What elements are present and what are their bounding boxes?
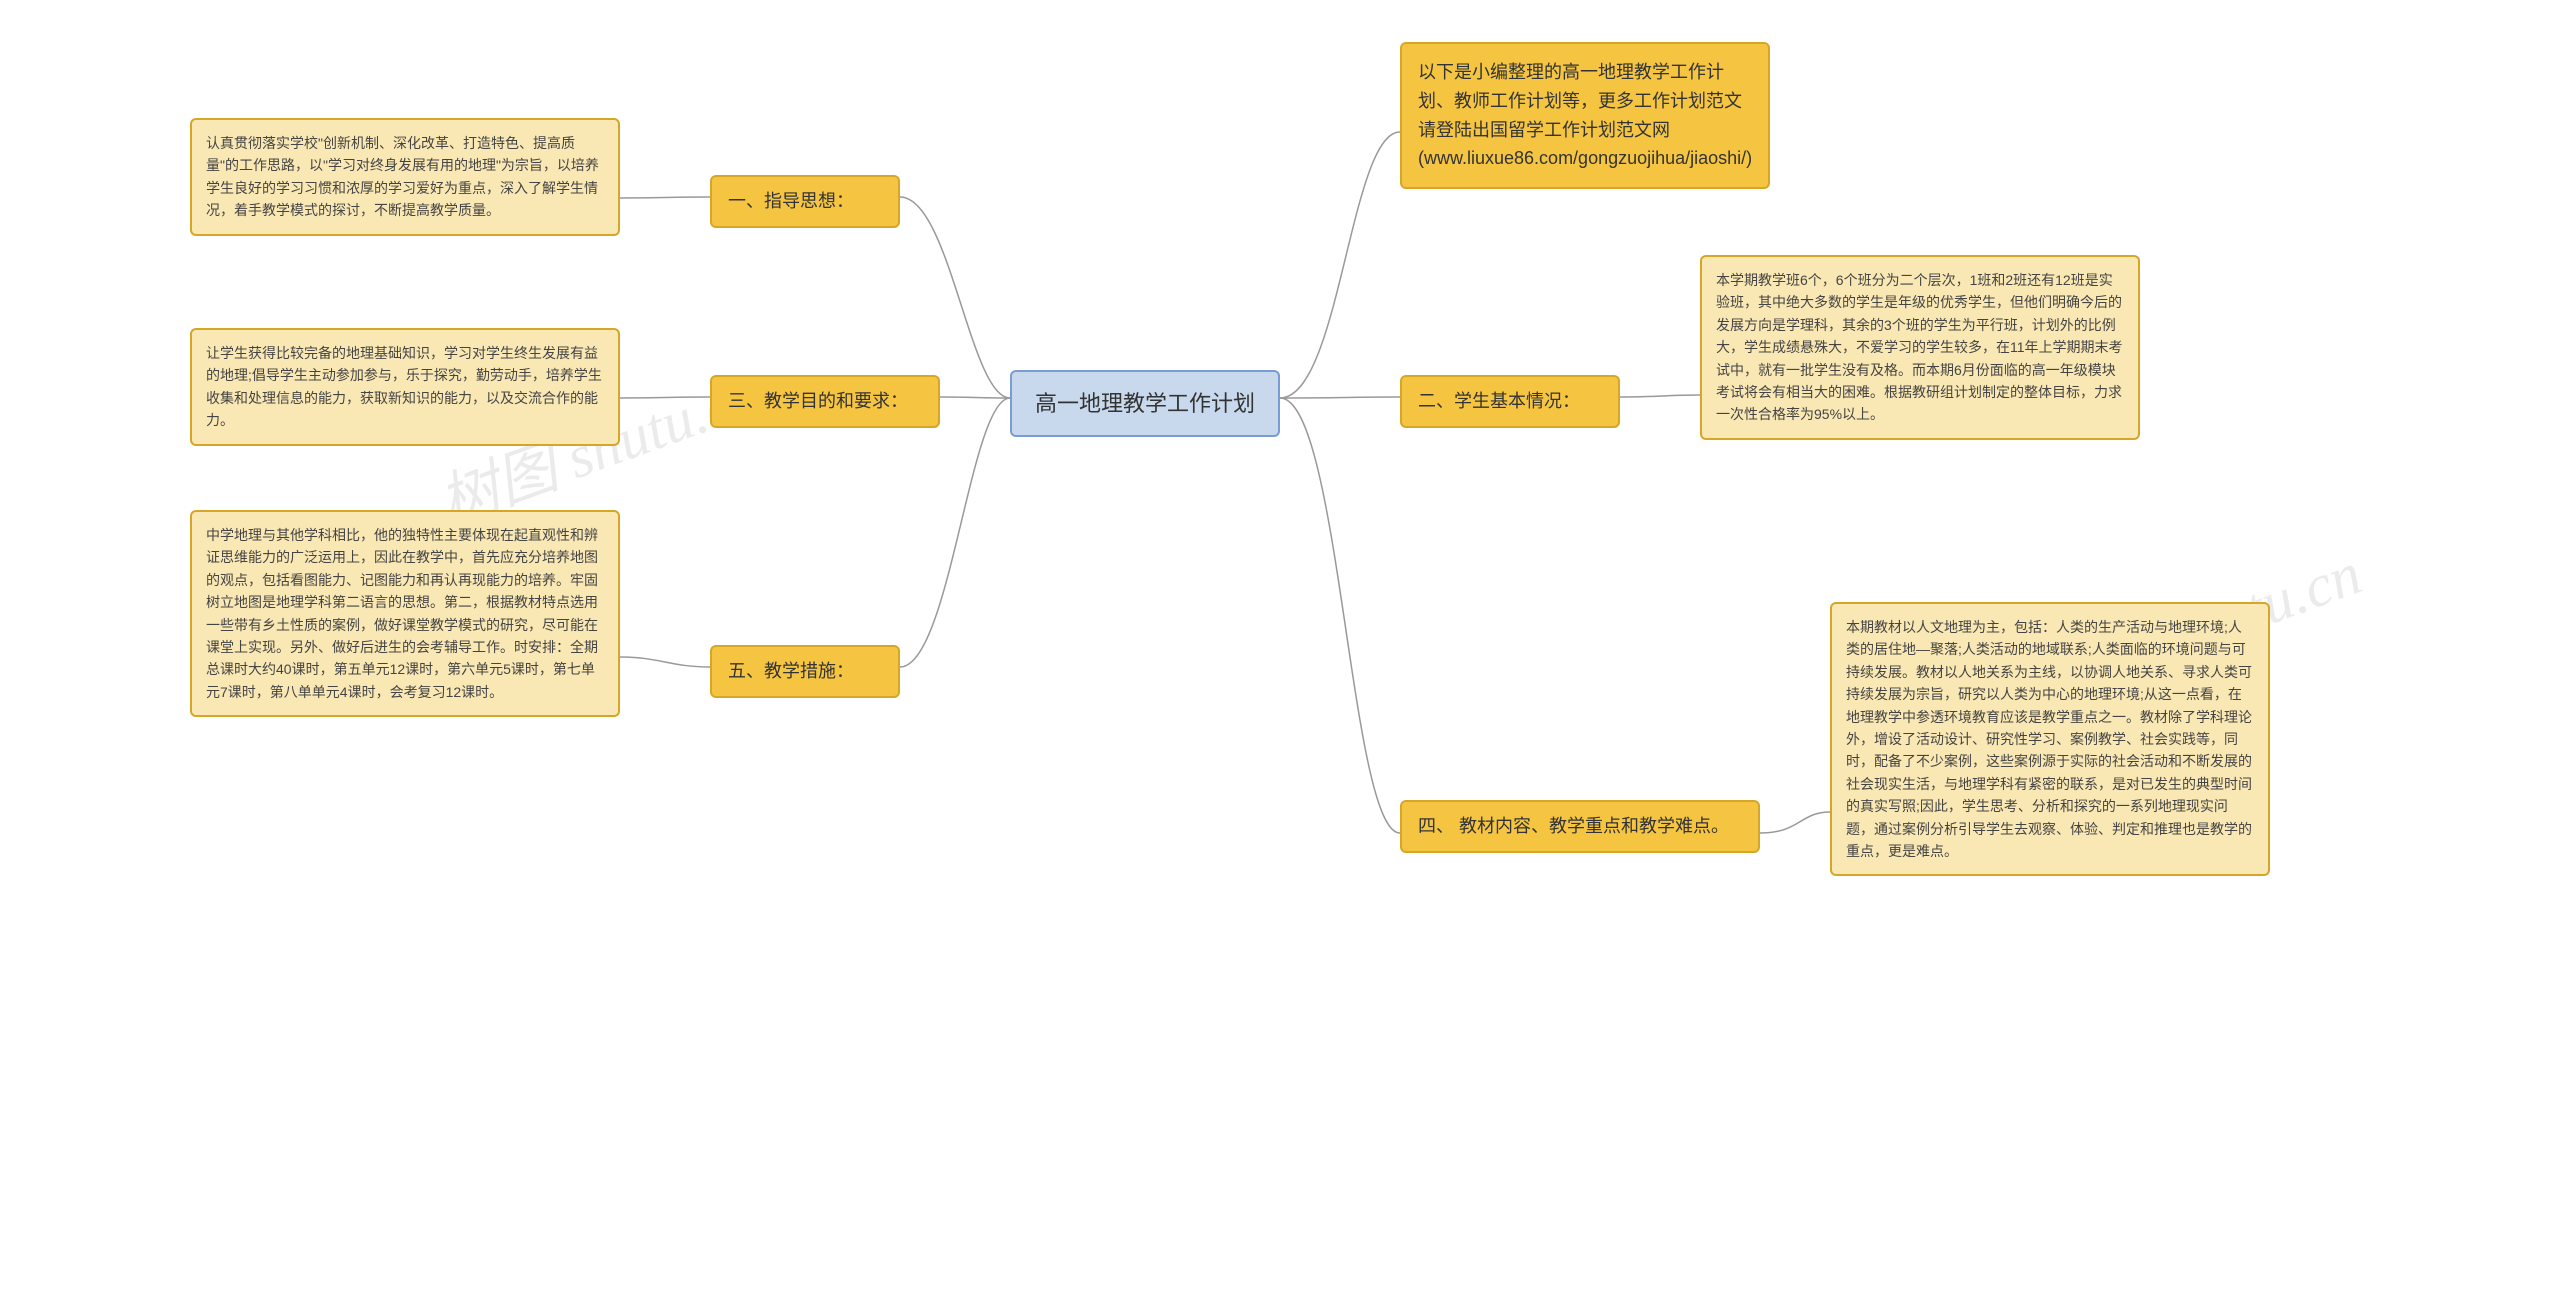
leaf-2-student-situation-detail: 本学期教学班6个，6个班分为二个层次，1班和2班还有12班是实验班，其中绝大多数… [1700, 255, 2140, 440]
central-node[interactable]: 高一地理教学工作计划 [1010, 370, 1280, 437]
branch-2-student-situation[interactable]: 二、学生基本情况： [1400, 375, 1620, 428]
leaf-5-teaching-measures-detail: 中学地理与其他学科相比，他的独特性主要体现在起直观性和辨证思维能力的广泛运用上，… [190, 510, 620, 717]
intro-note: 以下是小编整理的高一地理教学工作计划、教师工作计划等，更多工作计划范文请登陆出国… [1400, 42, 1770, 189]
branch-5-teaching-measures[interactable]: 五、教学措施： [710, 645, 900, 698]
branch-4-textbook-content[interactable]: 四、 教材内容、教学重点和教学难点。 [1400, 800, 1760, 853]
branch-3-teaching-goals[interactable]: 三、教学目的和要求： [710, 375, 940, 428]
leaf-3-teaching-goals-detail: 让学生获得比较完备的地理基础知识，学习对学生终生发展有益的地理;倡导学生主动参加… [190, 328, 620, 446]
branch-1-guiding-thought[interactable]: 一、指导思想： [710, 175, 900, 228]
leaf-4-textbook-content-detail: 本期教材以人文地理为主，包括：人类的生产活动与地理环境;人类的居住地—聚落;人类… [1830, 602, 2270, 876]
leaf-1-guiding-thought-detail: 认真贯彻落实学校"创新机制、深化改革、打造特色、提高质量"的工作思路，以"学习对… [190, 118, 620, 236]
